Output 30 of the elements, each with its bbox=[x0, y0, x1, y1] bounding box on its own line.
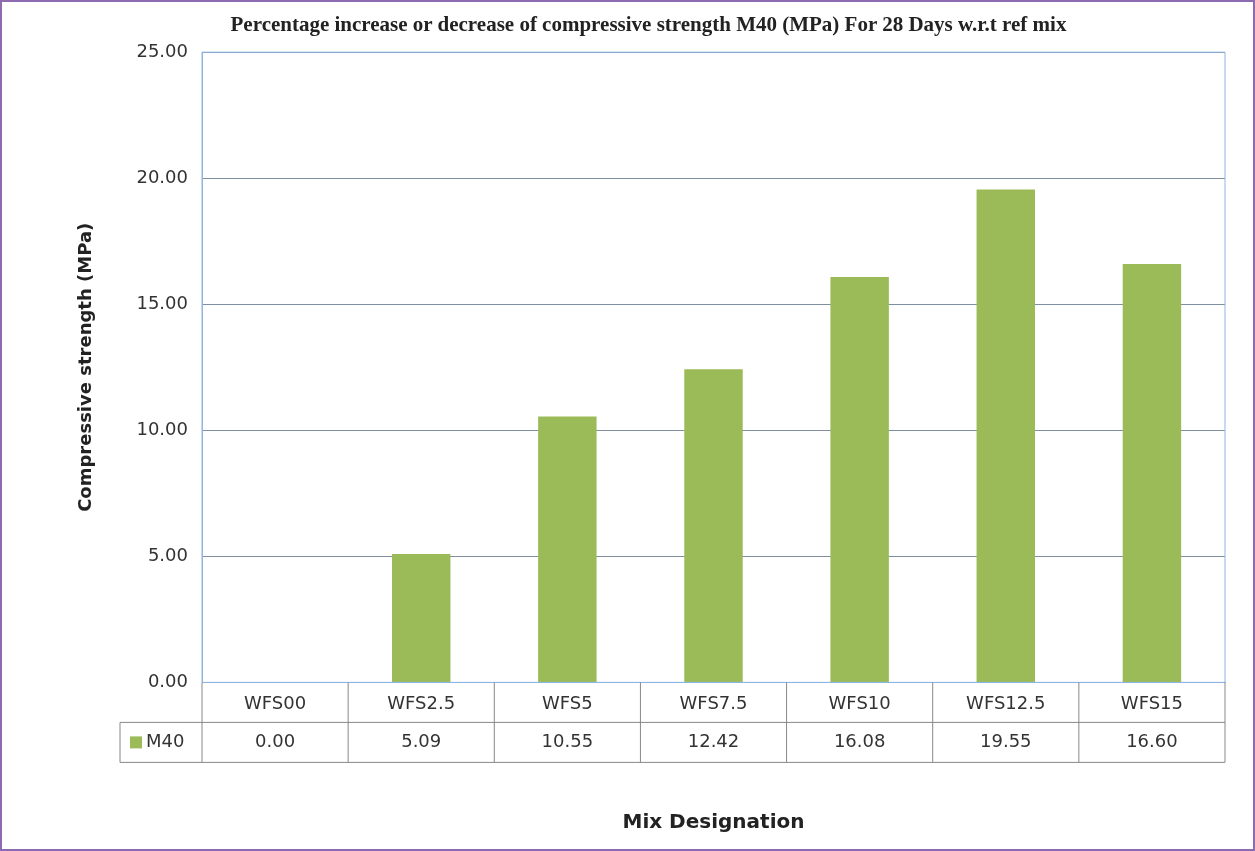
y-tick-label: 5.00 bbox=[147, 544, 188, 566]
x-axis-title: Mix Designation bbox=[622, 809, 805, 834]
data-label: 12.42 bbox=[687, 730, 740, 752]
bar bbox=[391, 554, 451, 682]
bar bbox=[538, 416, 597, 682]
y-tick-label: 15.00 bbox=[136, 291, 188, 313]
bar bbox=[976, 189, 1036, 682]
data-label: 10.55 bbox=[541, 730, 594, 752]
data-label: 0.00 bbox=[255, 730, 296, 752]
y-tick-label: 0.00 bbox=[147, 670, 188, 692]
data-label: 5.09 bbox=[401, 730, 442, 752]
data-label: 16.08 bbox=[833, 730, 886, 752]
x-tick-label: WFS7.5 bbox=[679, 691, 748, 713]
data-label: 16.60 bbox=[1126, 730, 1178, 752]
x-tick-label: WFS10 bbox=[828, 691, 891, 713]
x-tick-label: WFS12.5 bbox=[966, 691, 1046, 713]
y-tick-label: 10.00 bbox=[136, 417, 188, 439]
y-tick-label: 25.00 bbox=[136, 39, 188, 61]
legend-label: M40 bbox=[146, 730, 185, 752]
y-axis-title: Compressive strength (MPa) bbox=[74, 222, 96, 512]
y-tick-label: 20.00 bbox=[136, 165, 188, 187]
bar bbox=[830, 277, 889, 682]
bar bbox=[684, 369, 743, 682]
x-tick-label: WFS5 bbox=[542, 691, 593, 713]
x-tick-label: WFS2.5 bbox=[387, 691, 456, 713]
x-tick-label: WFS15 bbox=[1120, 691, 1184, 713]
x-tick-label: WFS00 bbox=[243, 691, 307, 713]
chart-title: Percentage increase or decrease of compressive strength M40 (MPa) For 28 Days w.r.t ref mix bbox=[230, 12, 1067, 37]
data-label: 19.55 bbox=[980, 730, 1032, 752]
bar bbox=[1122, 263, 1182, 682]
